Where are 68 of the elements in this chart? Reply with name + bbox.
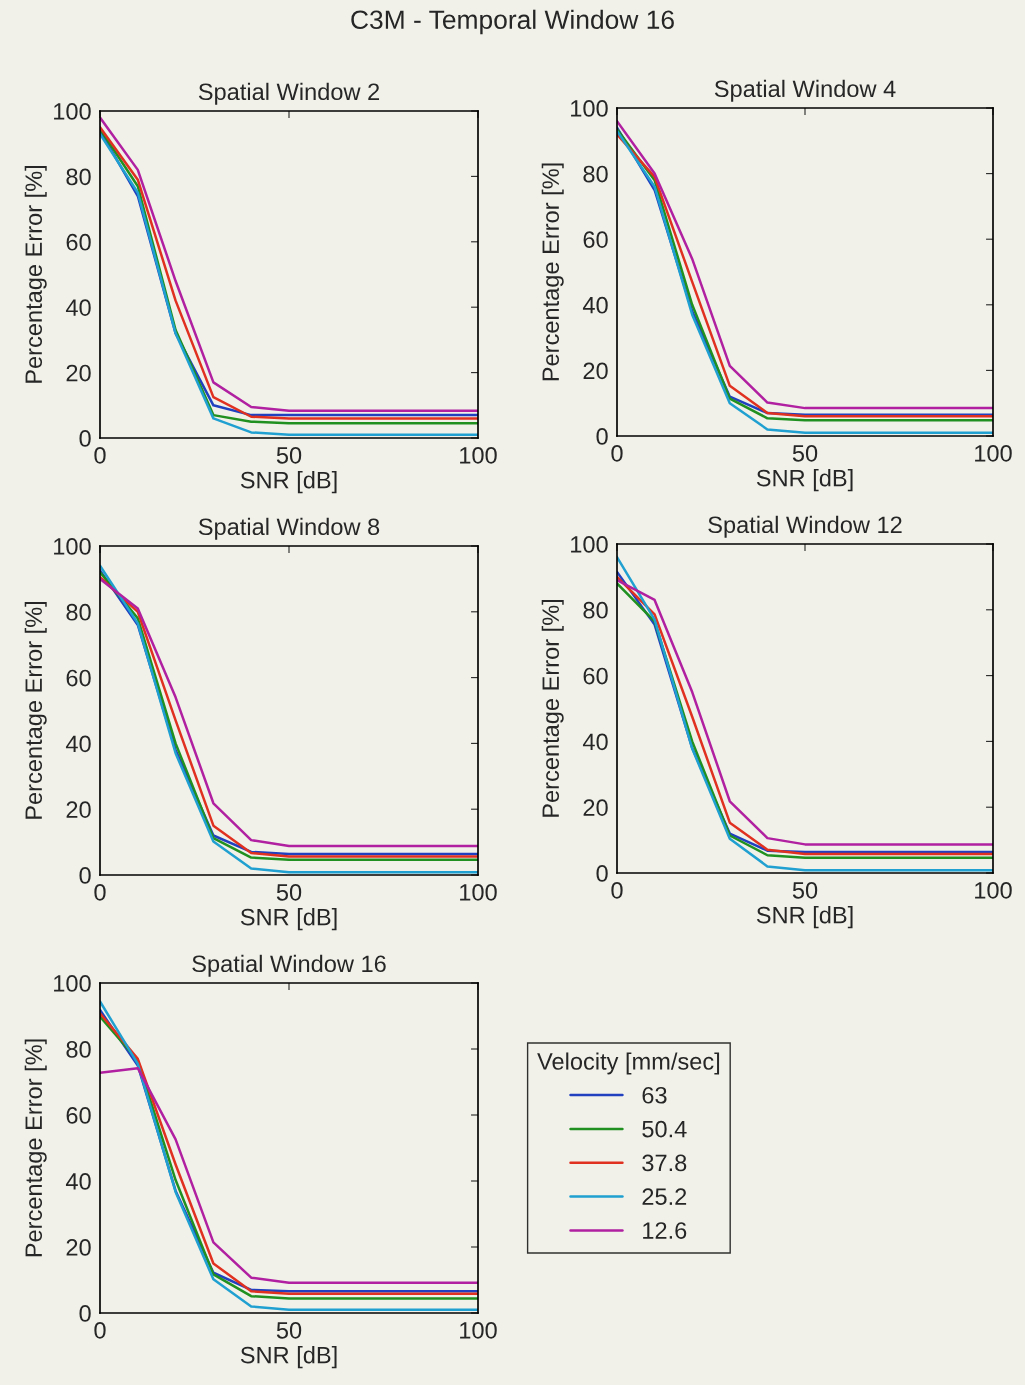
- y-tick-label: 20: [66, 801, 91, 818]
- y-tick-label: 80: [66, 603, 91, 621]
- y-tick-label: 20: [66, 1239, 91, 1256]
- y-tick-label: 100: [54, 538, 91, 555]
- y-tick-label: 40: [65, 1173, 91, 1190]
- x-tick-label: 0: [94, 446, 106, 464]
- chart-title: Spatial Window 12: [708, 515, 902, 538]
- x-tick-label: 0: [611, 881, 623, 899]
- y-tick-label: 80: [583, 165, 608, 183]
- x-axis-title: SNR [dB]: [240, 908, 337, 931]
- y-tick-label: 40: [582, 296, 608, 314]
- y-tick-label: 60: [583, 231, 608, 248]
- x-tick-label: 0: [611, 444, 623, 462]
- chart-title: Spatial Window 16: [192, 954, 386, 977]
- legend-title: Velocity [mm/sec]: [537, 1052, 720, 1075]
- y-tick-label: 60: [583, 667, 608, 685]
- y-tick-label: 0: [79, 1305, 91, 1322]
- y-tick-label: 80: [583, 601, 608, 619]
- y-tick-label: 40: [65, 299, 91, 316]
- line-series: [100, 1066, 478, 1284]
- legend-label: 12.6: [643, 1222, 687, 1239]
- text: C3M - Temporal Window 16: [351, 9, 674, 35]
- chart-title: Spatial Window 4: [714, 79, 896, 102]
- x-tick-label: 50: [792, 881, 818, 899]
- chart-title: Spatial Window 2: [198, 82, 380, 105]
- x-tick-label: 50: [276, 883, 302, 901]
- x-tick-label: 100: [460, 446, 497, 464]
- chart-title: Spatial Window 8: [198, 517, 380, 540]
- y-tick-label: 60: [66, 669, 91, 687]
- y-axis-title: Percentage Error [%]: [24, 1039, 47, 1257]
- y-tick-label: 80: [66, 1041, 91, 1058]
- y-tick-label: 100: [54, 103, 91, 120]
- y-tick-label: 60: [66, 233, 91, 251]
- y-tick-label: 0: [79, 867, 91, 884]
- y-tick-label: 20: [583, 799, 608, 816]
- y-tick-label: 0: [79, 430, 91, 447]
- y-axis-title: Percentage Error [%]: [541, 599, 564, 817]
- y-tick-label: 100: [571, 100, 608, 117]
- x-axis-title: SNR [dB]: [240, 1346, 337, 1369]
- y-axis-title: Percentage Error [%]: [24, 601, 47, 819]
- x-axis-title: SNR [dB]: [756, 906, 853, 929]
- y-tick-label: 0: [596, 428, 608, 445]
- y-tick-label: 80: [66, 168, 91, 186]
- y-tick-label: 100: [571, 536, 608, 553]
- x-tick-label: 50: [276, 446, 302, 464]
- y-axis-title: Percentage Error [%]: [541, 163, 564, 381]
- x-tick-label: 100: [975, 444, 1012, 462]
- x-axis-title: SNR [dB]: [756, 469, 853, 492]
- legend-label: 63: [642, 1086, 667, 1104]
- y-axis-title: Percentage Error [%]: [24, 165, 47, 383]
- y-tick-label: 40: [582, 733, 608, 751]
- x-tick-label: 100: [460, 883, 497, 901]
- y-tick-label: 60: [66, 1107, 91, 1124]
- legend-label: 37.8: [642, 1154, 687, 1172]
- legend-label: 25.2: [642, 1188, 687, 1206]
- y-tick-label: 0: [596, 865, 608, 882]
- y-tick-label: 40: [65, 735, 91, 753]
- legend-label: 50.4: [642, 1120, 687, 1138]
- x-axis-title: SNR [dB]: [240, 471, 337, 494]
- y-tick-label: 20: [583, 362, 608, 380]
- x-tick-label: 0: [94, 1321, 106, 1339]
- x-tick-label: 50: [792, 444, 818, 462]
- x-tick-label: 50: [276, 1321, 302, 1339]
- y-tick-label: 100: [54, 975, 91, 992]
- y-tick-label: 20: [66, 364, 91, 382]
- x-tick-label: 100: [460, 1321, 497, 1339]
- x-tick-label: 100: [975, 881, 1012, 899]
- x-tick-label: 0: [94, 883, 106, 901]
